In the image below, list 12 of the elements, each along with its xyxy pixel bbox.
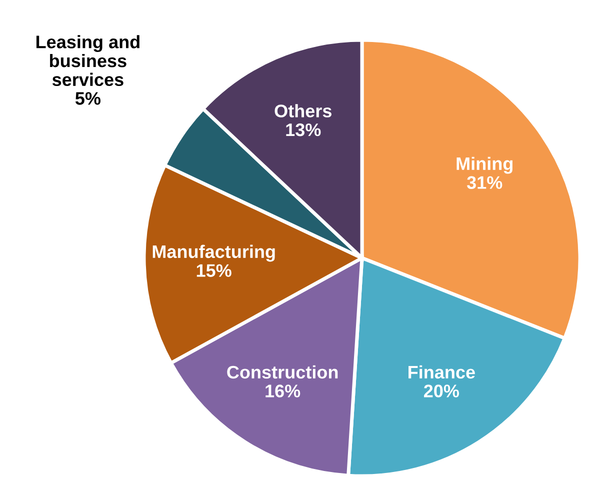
slice-label: Leasing and business services: [36, 35, 140, 86]
slice-label: Finance: [408, 365, 475, 379]
slice-label: Construction: [227, 365, 338, 379]
slice-label: Mining: [456, 156, 512, 174]
data-label: 31%: [466, 176, 502, 189]
data-label: 13%: [286, 123, 321, 136]
data-label: 16%: [266, 384, 300, 398]
data-label: 15%: [196, 264, 232, 277]
slice-label: Manufacturing: [152, 244, 275, 262]
data-label: 5%: [75, 92, 101, 105]
slice-label: Others: [274, 104, 332, 118]
data-label: 20%: [424, 384, 460, 398]
